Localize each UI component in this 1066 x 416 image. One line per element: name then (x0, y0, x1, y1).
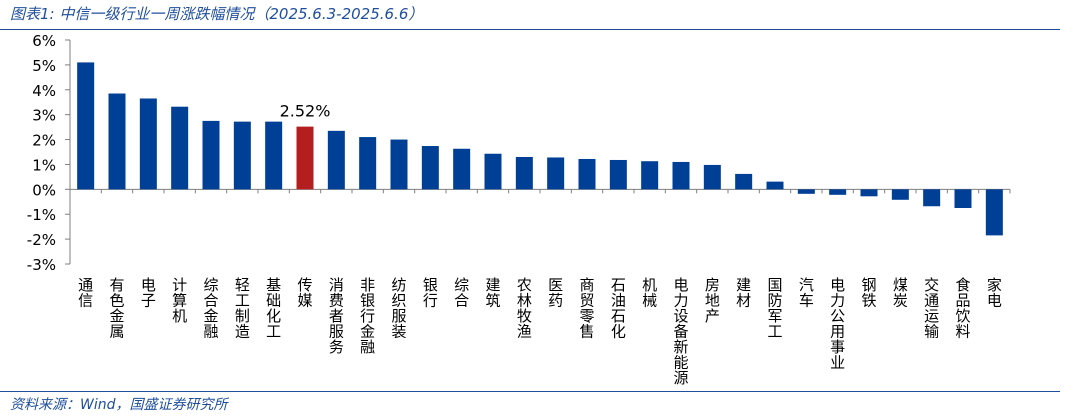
bar (139, 98, 157, 190)
category-label: 消费者服务 (329, 276, 344, 356)
bar (609, 159, 627, 190)
chart-title: 图表1: 中信一级行业一周涨跌幅情况（2025.6.3-2025.6.6） (10, 5, 424, 23)
category-label: 非银行金融 (360, 276, 375, 356)
y-tick-label: 2% (32, 132, 56, 150)
bar (672, 161, 690, 190)
category-label: 通信 (78, 276, 93, 310)
category-label: 医药 (548, 276, 563, 310)
category-label: 石油石化 (611, 276, 626, 341)
y-tick-label: -2% (27, 231, 56, 249)
y-tick-label: -1% (27, 206, 56, 224)
category-label: 纺织服装 (391, 276, 406, 341)
bar (735, 173, 753, 190)
bar (515, 156, 533, 190)
bar (547, 157, 565, 190)
category-label: 机械 (642, 276, 657, 310)
y-tick-label: 3% (32, 107, 56, 125)
bar (797, 189, 815, 194)
bar (171, 106, 189, 190)
x-axis (69, 188, 1011, 194)
y-tick-label: 4% (32, 82, 56, 100)
category-label: 家电 (987, 276, 1002, 310)
bar (954, 189, 972, 208)
bar (453, 148, 471, 190)
category-label: 建材 (736, 276, 751, 310)
y-tick-label: 6% (32, 32, 56, 50)
data-label: 2.52% (280, 102, 331, 121)
source-note: 资料来源：Wind，国盛证券研究所 (10, 397, 228, 413)
bar (829, 189, 847, 195)
bar (327, 130, 345, 190)
category-label: 钢铁 (861, 276, 876, 310)
category-label: 计算机 (172, 276, 187, 325)
bar (766, 181, 784, 190)
category-label: 商贸零售 (579, 276, 594, 341)
bar (985, 189, 1003, 236)
footer-rule (0, 391, 1060, 392)
bar (860, 189, 878, 197)
bar (108, 93, 126, 190)
bar (296, 126, 314, 190)
bar (421, 146, 439, 190)
category-label: 煤炭 (893, 276, 908, 310)
bar (77, 62, 95, 190)
category-label: 建筑 (485, 276, 500, 310)
category-label: 轻工制造 (235, 276, 250, 341)
bar-chart: 6% 5% 4% 3% 2% 1% 0% -1% -2% -3% 通信 有色金属 电子 计算机 综合金融 轻… (27, 32, 1011, 387)
category-label: 银行 (423, 276, 438, 310)
bar (265, 121, 283, 190)
title-rule (0, 29, 1060, 30)
bar (578, 158, 596, 190)
y-axis: 6% 5% 4% 3% 2% 1% 0% -1% -2% -3% (27, 32, 71, 274)
bar (923, 189, 941, 207)
y-tick-label: 0% (32, 181, 56, 199)
category-label: 传媒 (297, 276, 312, 310)
y-tick-label: 1% (32, 156, 56, 174)
bar (202, 120, 220, 190)
category-label: 有色金属 (109, 276, 124, 341)
category-label: 农林牧渔 (517, 276, 532, 341)
category-label: 交通运输 (924, 276, 939, 341)
y-tick-label: -3% (27, 256, 56, 274)
bar (233, 121, 251, 190)
category-label: 综合 (454, 276, 469, 310)
category-label: 汽车 (799, 276, 814, 310)
bar (641, 161, 659, 190)
category-label: 房地产 (705, 276, 720, 325)
annotations: 2.52% (280, 102, 331, 121)
category-label: 基础化工 (266, 276, 281, 341)
bar (484, 153, 502, 190)
category-labels: 通信 有色金属 电子 计算机 综合金融 轻工制造 基础化工 传媒 消费者服务 非银行金融 纺织服装 银… (78, 276, 1002, 387)
category-label: 国防军工 (767, 276, 782, 341)
category-label: 电力公用事业 (830, 276, 845, 372)
bars (77, 62, 1003, 236)
bar (390, 139, 408, 190)
category-label: 电子 (141, 276, 156, 310)
bar (703, 164, 721, 190)
bar (359, 137, 377, 190)
bar (891, 189, 909, 200)
category-label: 电力设备新能源 (673, 276, 688, 387)
category-label: 综合金融 (203, 276, 218, 341)
y-tick-label: 5% (32, 57, 56, 75)
category-label: 食品饮料 (955, 276, 970, 341)
